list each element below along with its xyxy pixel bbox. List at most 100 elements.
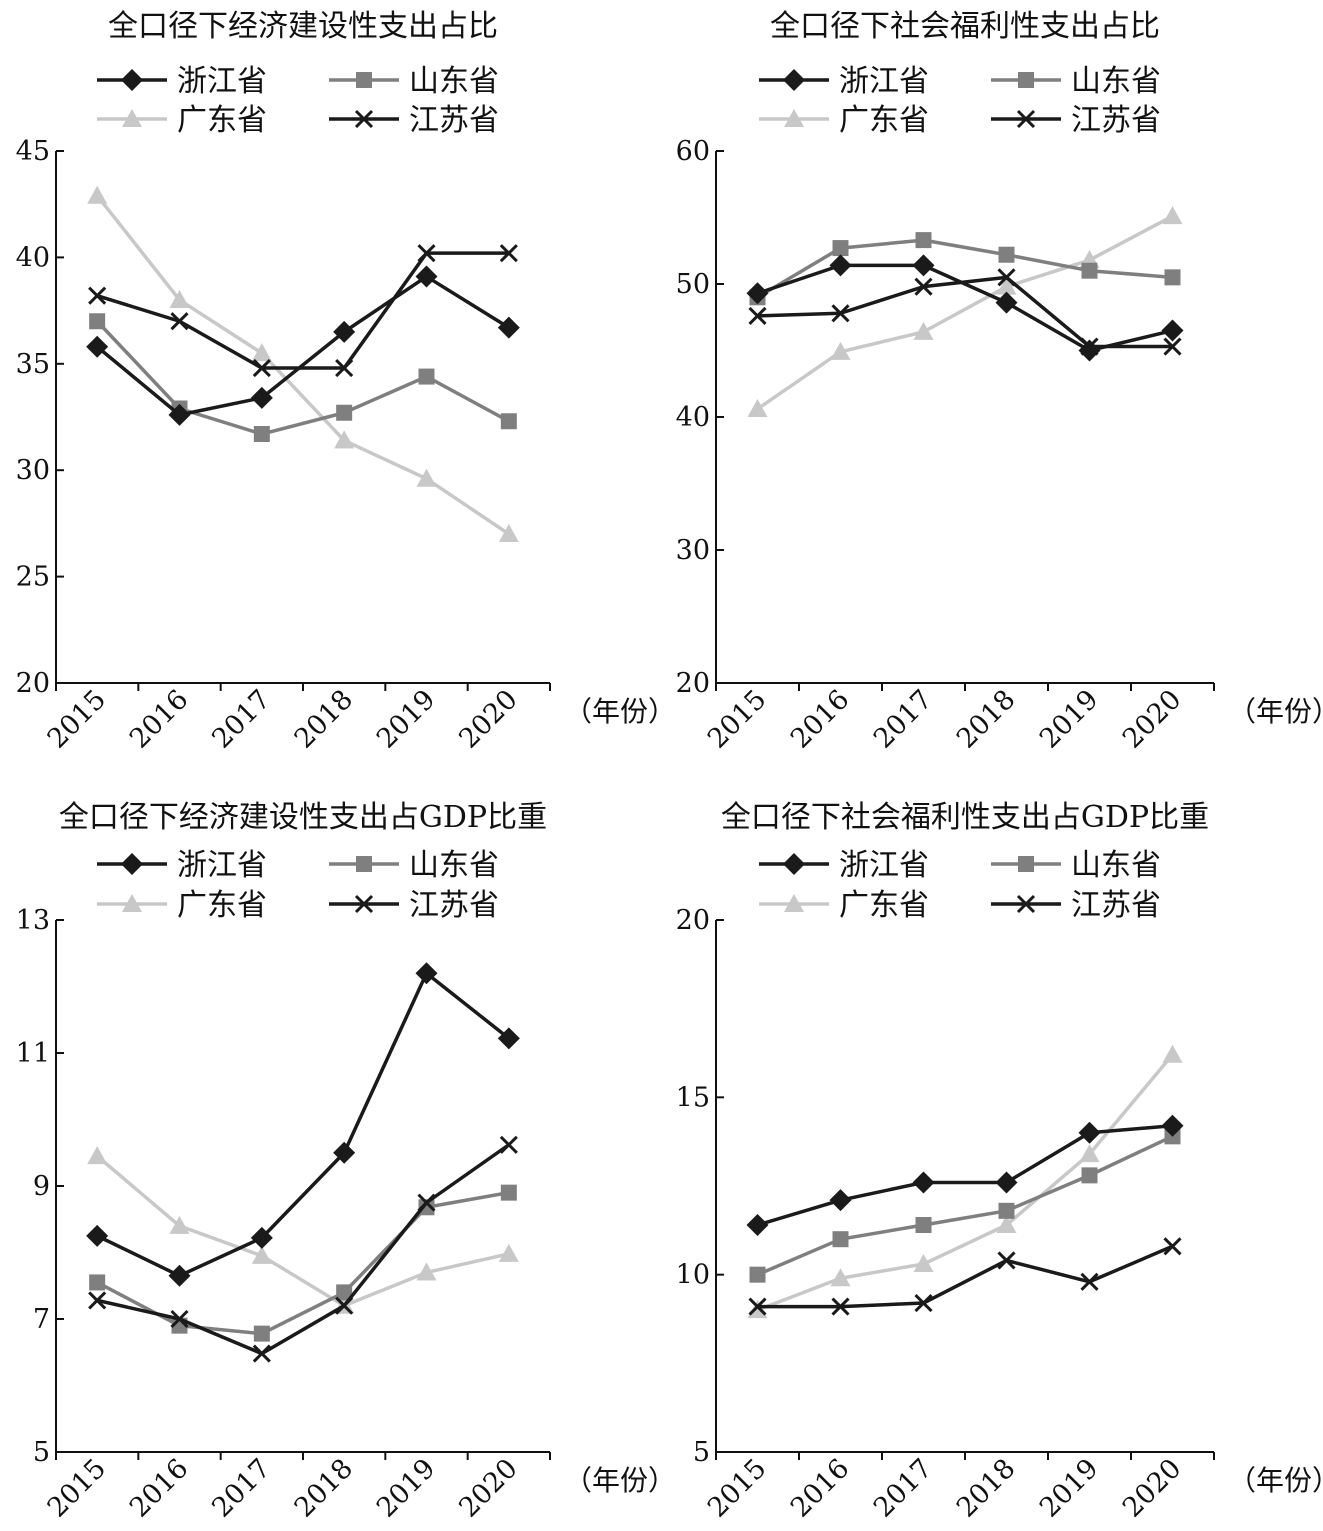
series-line bbox=[96, 251, 509, 370]
legend-marker bbox=[1018, 856, 1034, 872]
legend-label: 广东省 bbox=[177, 103, 267, 138]
data-point bbox=[336, 1284, 353, 1301]
x-tick-label: 2019 bbox=[371, 1453, 442, 1524]
series-zhejiang bbox=[746, 1114, 1184, 1237]
data-point bbox=[1081, 262, 1098, 279]
data-point bbox=[251, 343, 272, 362]
series-guangdong bbox=[747, 206, 1183, 418]
data-point bbox=[831, 304, 850, 323]
legend-item-zhejiang: 浙江省 bbox=[759, 848, 929, 883]
x-tick-label: 2015 bbox=[42, 1453, 113, 1524]
legend-item-jiangsu: 江苏省 bbox=[991, 888, 1161, 923]
data-point bbox=[87, 1146, 108, 1165]
data-point bbox=[830, 1268, 851, 1287]
data-point bbox=[88, 286, 107, 305]
x-axis-unit: （年份） bbox=[1228, 695, 1323, 728]
y-tick-label: 25 bbox=[16, 562, 50, 593]
legend-label: 山东省 bbox=[1071, 64, 1161, 99]
legend-marker bbox=[356, 72, 372, 88]
x-tick-label: 2018 bbox=[289, 684, 360, 755]
x-tick-label: 2017 bbox=[868, 684, 939, 755]
legend-item-jiangsu: 江苏省 bbox=[329, 103, 499, 138]
legend-item-shandong: 山东省 bbox=[329, 64, 499, 99]
data-point bbox=[416, 468, 437, 487]
data-point bbox=[169, 1215, 190, 1234]
data-point bbox=[996, 276, 1017, 295]
chart-title: 全口径下社会福利性支出占GDP比重 bbox=[721, 800, 1209, 835]
series-shandong bbox=[89, 313, 517, 443]
data-point bbox=[912, 1171, 935, 1194]
legend-label: 广东省 bbox=[177, 888, 267, 923]
y-tick-label: 20 bbox=[16, 668, 50, 699]
data-point bbox=[252, 358, 271, 378]
series-zhejiang bbox=[86, 962, 520, 1287]
legend-item-zhejiang: 浙江省 bbox=[97, 64, 267, 99]
x-tick-label: 2017 bbox=[206, 684, 277, 755]
data-point bbox=[1078, 339, 1101, 362]
data-point bbox=[996, 1215, 1017, 1234]
data-point bbox=[253, 426, 270, 443]
series-shandong bbox=[749, 1128, 1181, 1283]
data-point bbox=[417, 244, 436, 263]
data-point bbox=[497, 1027, 520, 1050]
series-guangdong bbox=[87, 185, 519, 543]
data-point bbox=[1081, 1167, 1098, 1184]
series-line bbox=[756, 1123, 1173, 1227]
data-point bbox=[168, 1264, 191, 1287]
data-point bbox=[1162, 206, 1183, 225]
data-point bbox=[829, 254, 852, 277]
legend-marker bbox=[1016, 109, 1036, 129]
legend-label: 山东省 bbox=[1071, 848, 1161, 883]
data-point bbox=[915, 1217, 932, 1234]
data-point bbox=[749, 1266, 766, 1283]
legend-label: 广东省 bbox=[839, 103, 929, 138]
y-tick-label: 20 bbox=[676, 905, 710, 936]
series-line bbox=[96, 1154, 510, 1308]
data-point bbox=[1161, 1114, 1184, 1137]
data-point bbox=[998, 246, 1015, 263]
data-point bbox=[748, 306, 767, 325]
series-line bbox=[96, 1190, 510, 1336]
series-zhejiang bbox=[86, 265, 520, 426]
data-point bbox=[1080, 1272, 1099, 1291]
legend-marker bbox=[121, 69, 143, 91]
data-point bbox=[499, 244, 518, 263]
data-point bbox=[746, 282, 769, 305]
legend-item-shandong: 山东省 bbox=[329, 848, 499, 883]
series-jiangsu bbox=[88, 244, 518, 378]
legend-item-jiangsu: 江苏省 bbox=[991, 103, 1161, 138]
y-tick-label: 40 bbox=[676, 402, 710, 433]
x-tick-label: 2016 bbox=[785, 1453, 856, 1524]
data-point bbox=[1163, 337, 1182, 356]
legend-label: 山东省 bbox=[409, 64, 499, 99]
data-point bbox=[914, 1293, 933, 1313]
data-point bbox=[1162, 1044, 1183, 1063]
data-point bbox=[1079, 1144, 1100, 1163]
data-point bbox=[336, 404, 353, 421]
x-tick-label: 2020 bbox=[453, 1453, 524, 1524]
y-tick-label: 5 bbox=[33, 1437, 50, 1468]
legend-item-guangdong: 广东省 bbox=[97, 103, 267, 138]
data-point bbox=[1161, 319, 1184, 342]
legend-label: 江苏省 bbox=[1071, 888, 1161, 923]
data-point bbox=[417, 1193, 436, 1212]
x-tick-label: 2015 bbox=[42, 684, 113, 755]
data-point bbox=[170, 1309, 189, 1329]
legend-label: 山东省 bbox=[409, 848, 499, 883]
x-axis-unit: （年份） bbox=[564, 695, 676, 728]
data-point bbox=[499, 1135, 518, 1154]
x-tick-label: 2015 bbox=[702, 1453, 773, 1524]
series-line bbox=[95, 194, 510, 536]
data-point bbox=[89, 313, 106, 330]
y-tick-label: 10 bbox=[676, 1260, 710, 1291]
legend-label: 江苏省 bbox=[409, 103, 499, 138]
legend-item-zhejiang: 浙江省 bbox=[759, 64, 929, 99]
series-line bbox=[756, 238, 1173, 299]
x-tick-label: 2018 bbox=[289, 1453, 360, 1524]
data-point bbox=[746, 1214, 769, 1237]
x-tick-label: 2020 bbox=[1117, 1453, 1188, 1524]
x-tick-label: 2019 bbox=[1034, 1453, 1105, 1524]
x-tick-label: 2017 bbox=[206, 1453, 277, 1524]
data-point bbox=[169, 289, 190, 308]
